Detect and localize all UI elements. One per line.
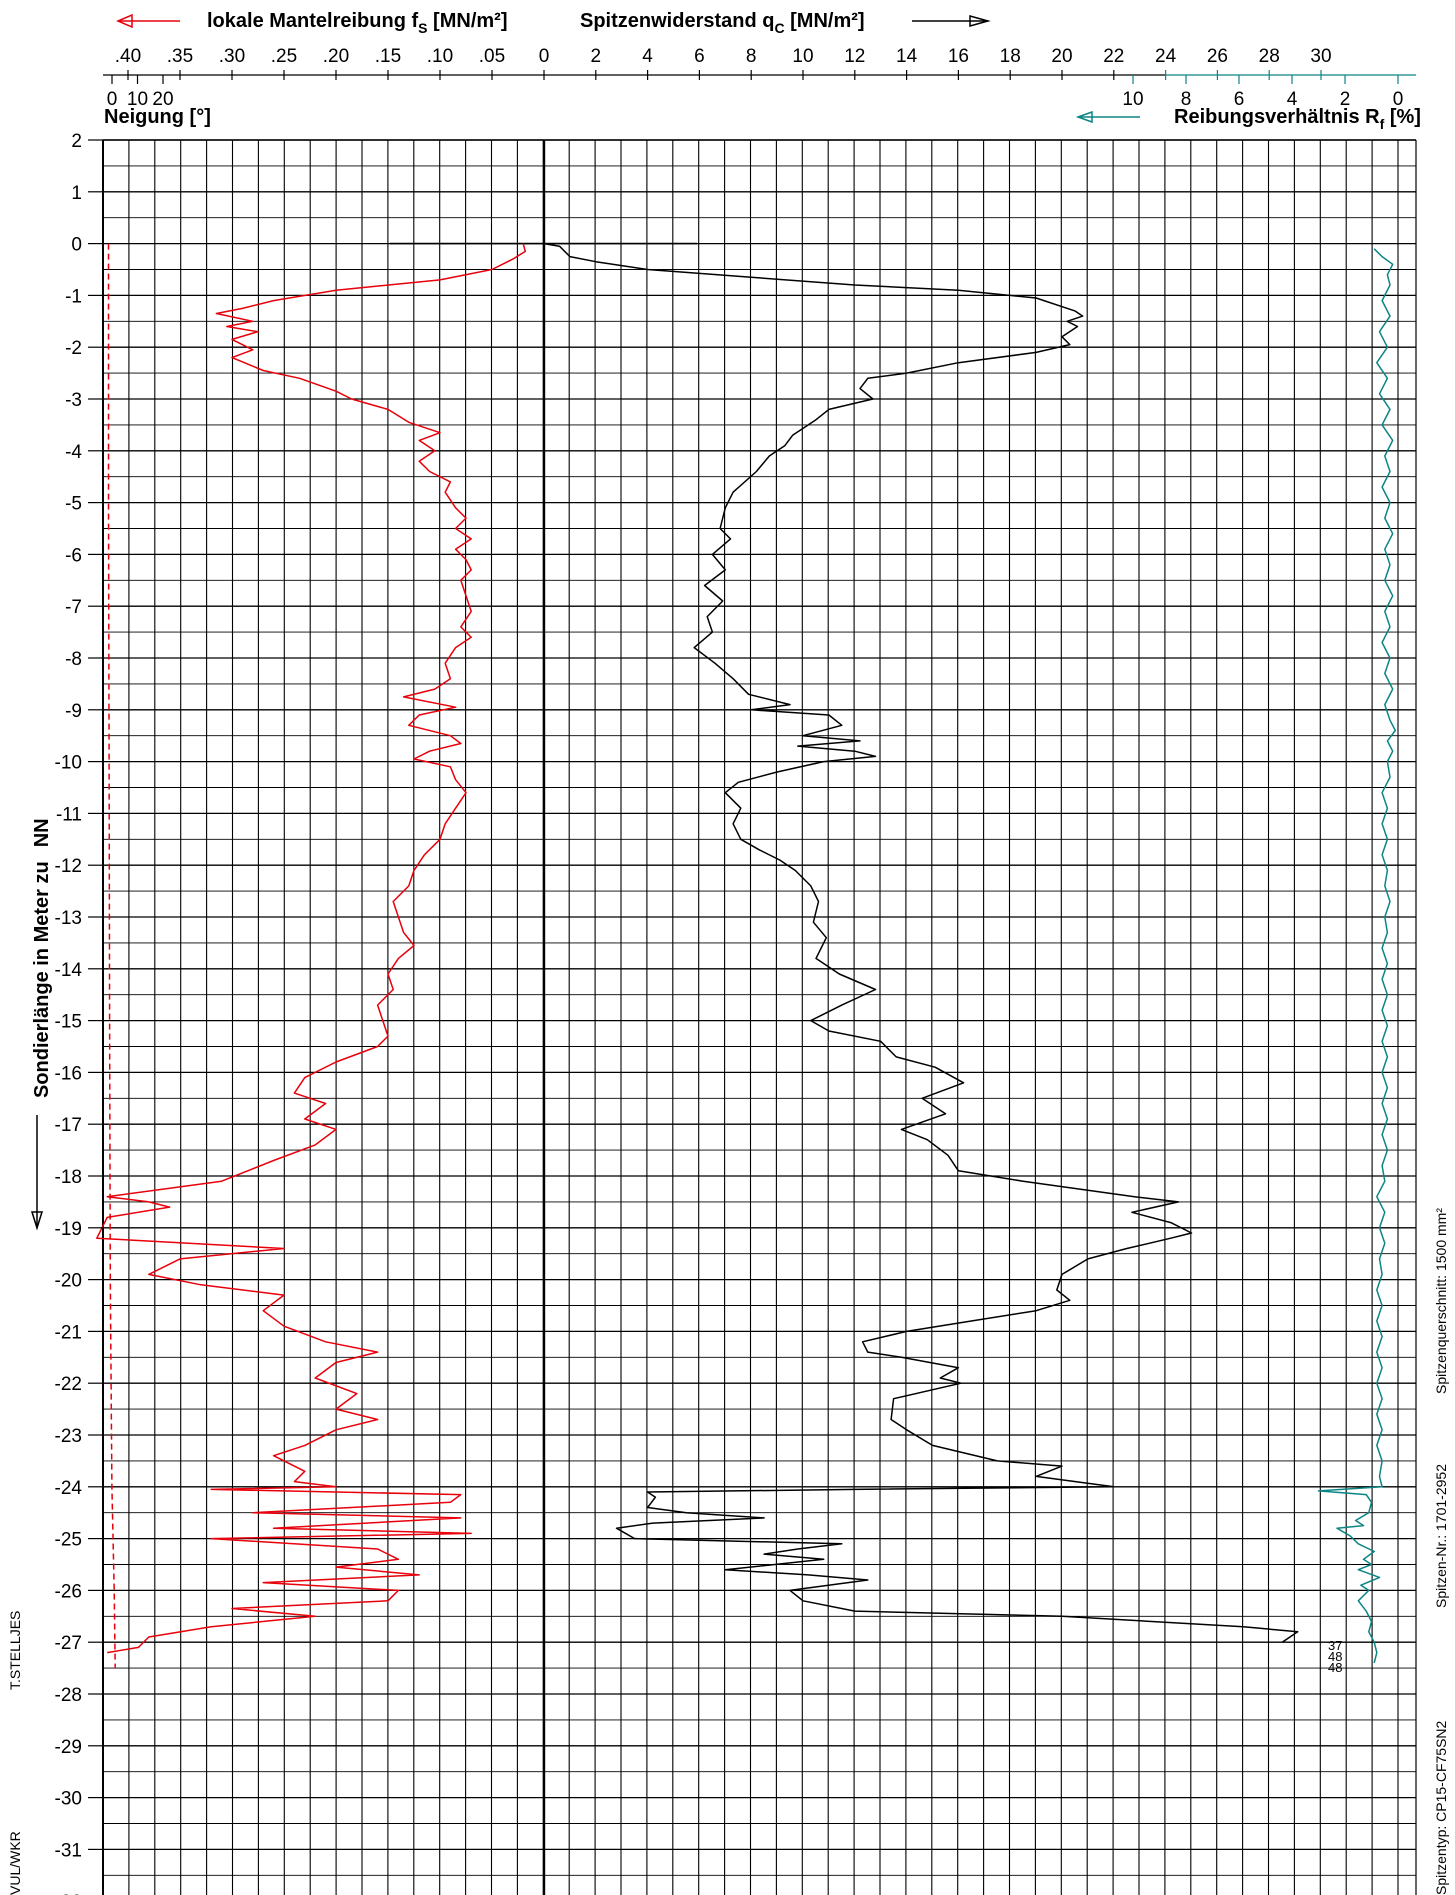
rf-legend-label: Reibungsverhältnis Rf [%] [1174, 106, 1421, 132]
fs-tick-label: .15 [375, 46, 401, 67]
y-tick-label: -27 [55, 1633, 82, 1654]
y-tick-label: -10 [55, 753, 82, 774]
qc-arrow-icon [969, 15, 991, 27]
qc-tick-label: 28 [1259, 46, 1280, 67]
series-rf-line [1317, 248, 1397, 1664]
qc-tick-label: 22 [1103, 46, 1124, 67]
y-tick-label: -3 [65, 390, 82, 411]
qc-tick-label: 6 [694, 46, 705, 67]
y-tick-label: 2 [71, 131, 82, 152]
y-tick-label: -31 [55, 1840, 82, 1861]
rf-arrow-icon [1075, 110, 1093, 124]
y-tick-label: -1 [65, 286, 82, 307]
y-tick-label: -11 [56, 804, 82, 825]
y-axis-title: Sondierlänge in Meter zuNN [30, 818, 53, 1231]
fs-tick-label: .40 [115, 46, 141, 67]
legend-header: lokale Mantelreibung fS [MN/m²] Spitzenw… [104, 10, 1421, 132]
side-label-cone-number: Spitzen-Nr.: 1701-2952 [1433, 1464, 1449, 1608]
y-axis-arrow-icon [30, 1211, 44, 1231]
series-fs-line [96, 243, 527, 1654]
y-tick-label: -9 [65, 701, 82, 722]
y-tick-label: -28 [55, 1685, 82, 1706]
y-tick-label: -32 [55, 1892, 82, 1895]
qc-tick-label: 20 [1051, 46, 1072, 67]
side-label-cone-type: Spitzentyp: CP15-CF75SN2 [1433, 1720, 1449, 1895]
fs-tick-label: .20 [323, 46, 349, 67]
qc-tick-label: 14 [896, 46, 918, 67]
data-curves [96, 242, 1397, 1669]
y-tick-label: -2 [65, 338, 82, 359]
side-label-operator: T.STELLJES [7, 1611, 23, 1690]
y-tick-label: -23 [55, 1426, 82, 1447]
incl-tick-label: 20 [152, 89, 173, 110]
y-axis-label: Sondierlänge in Meter zuNN [31, 818, 53, 1098]
qc-tick-label: 2 [591, 46, 602, 67]
y-tick-label: -4 [65, 442, 82, 463]
y-tick-label: 1 [71, 183, 82, 204]
inclination-label: Neigung [°] [104, 106, 211, 128]
incl-tick-label: 0 [107, 89, 118, 110]
rf-tick-label: 6 [1234, 89, 1245, 110]
y-tick-label: -26 [55, 1581, 82, 1602]
end-values: 37 48 48 [1328, 1638, 1342, 1675]
y-tick-label: 0 [71, 235, 82, 256]
fs-legend-label: lokale Mantelreibung fS [MN/m²] [207, 10, 507, 36]
series-incl-line [107, 243, 116, 1669]
qc-legend-label: Spitzenwiderstand qC [MN/m²] [580, 10, 865, 36]
qc-tick-label: 4 [642, 46, 653, 67]
y-tick-label: -22 [55, 1374, 82, 1395]
y-tick-label: -13 [55, 908, 82, 929]
axes: 210-1-2-3-4-5-6-7-8-9-10-11-12-13-14-15-… [55, 46, 1416, 1895]
y-tick-label: -18 [55, 1167, 82, 1188]
y-tick-label: -12 [55, 856, 82, 877]
rf-tick-label: 4 [1287, 89, 1298, 110]
y-tick-label: -29 [55, 1737, 82, 1758]
y-tick-label: -19 [55, 1219, 82, 1240]
end-value-3: 48 [1328, 1660, 1342, 1675]
y-tick-label: -24 [55, 1478, 83, 1499]
qc-tick-label: 24 [1155, 46, 1177, 67]
y-tick-label: -5 [65, 494, 82, 515]
fs-tick-label: .35 [167, 46, 193, 67]
y-tick-label: -20 [55, 1271, 82, 1292]
end-value-1: 37 [1328, 1638, 1342, 1653]
y-tick-label: -16 [55, 1063, 82, 1084]
grid-lines [102, 139, 1417, 1895]
fs-tick-label: .05 [479, 46, 505, 67]
rf-tick-label: 8 [1181, 89, 1192, 110]
y-tick-label: -14 [55, 960, 83, 981]
rf-tick-label: 2 [1340, 89, 1351, 110]
qc-tick-label: 16 [948, 46, 969, 67]
y-tick-label: -17 [55, 1115, 82, 1136]
incl-tick-label: 10 [127, 89, 148, 110]
qc-tick-label: 26 [1207, 46, 1228, 67]
fs-tick-label: .30 [219, 46, 245, 67]
side-label-department: VUL/WKR [7, 1831, 23, 1895]
fs-arrow-icon [116, 13, 133, 29]
fs-tick-label: .10 [427, 46, 453, 67]
end-value-2: 48 [1328, 1649, 1342, 1664]
qc-tick-label: 18 [1000, 46, 1021, 67]
qc-tick-label: 12 [844, 46, 865, 67]
side-label-cone-area: Spitzenquerschnitt: 1500 mm² [1433, 1208, 1449, 1394]
series-qc-line [543, 242, 1299, 1643]
fs-tick-label: .25 [271, 46, 297, 67]
side-labels: T.STELLJES VUL/WKR Spitzenquerschnitt: 1… [7, 1208, 1449, 1895]
rf-tick-label: 0 [1393, 89, 1404, 110]
y-tick-label: -21 [55, 1322, 82, 1343]
qc-tick-label: 10 [792, 46, 813, 67]
y-tick-label: -7 [65, 597, 82, 618]
rf-tick-label: 10 [1122, 89, 1143, 110]
y-tick-label: -8 [65, 649, 82, 670]
y-tick-label: -15 [55, 1012, 82, 1033]
qc-tick-label: 30 [1310, 46, 1331, 67]
y-tick-label: -6 [65, 545, 82, 566]
qc-tick-label: 8 [746, 46, 757, 67]
fs-tick-label: 0 [539, 46, 550, 67]
y-tick-label: -25 [55, 1530, 82, 1551]
y-tick-label: -30 [55, 1789, 82, 1810]
